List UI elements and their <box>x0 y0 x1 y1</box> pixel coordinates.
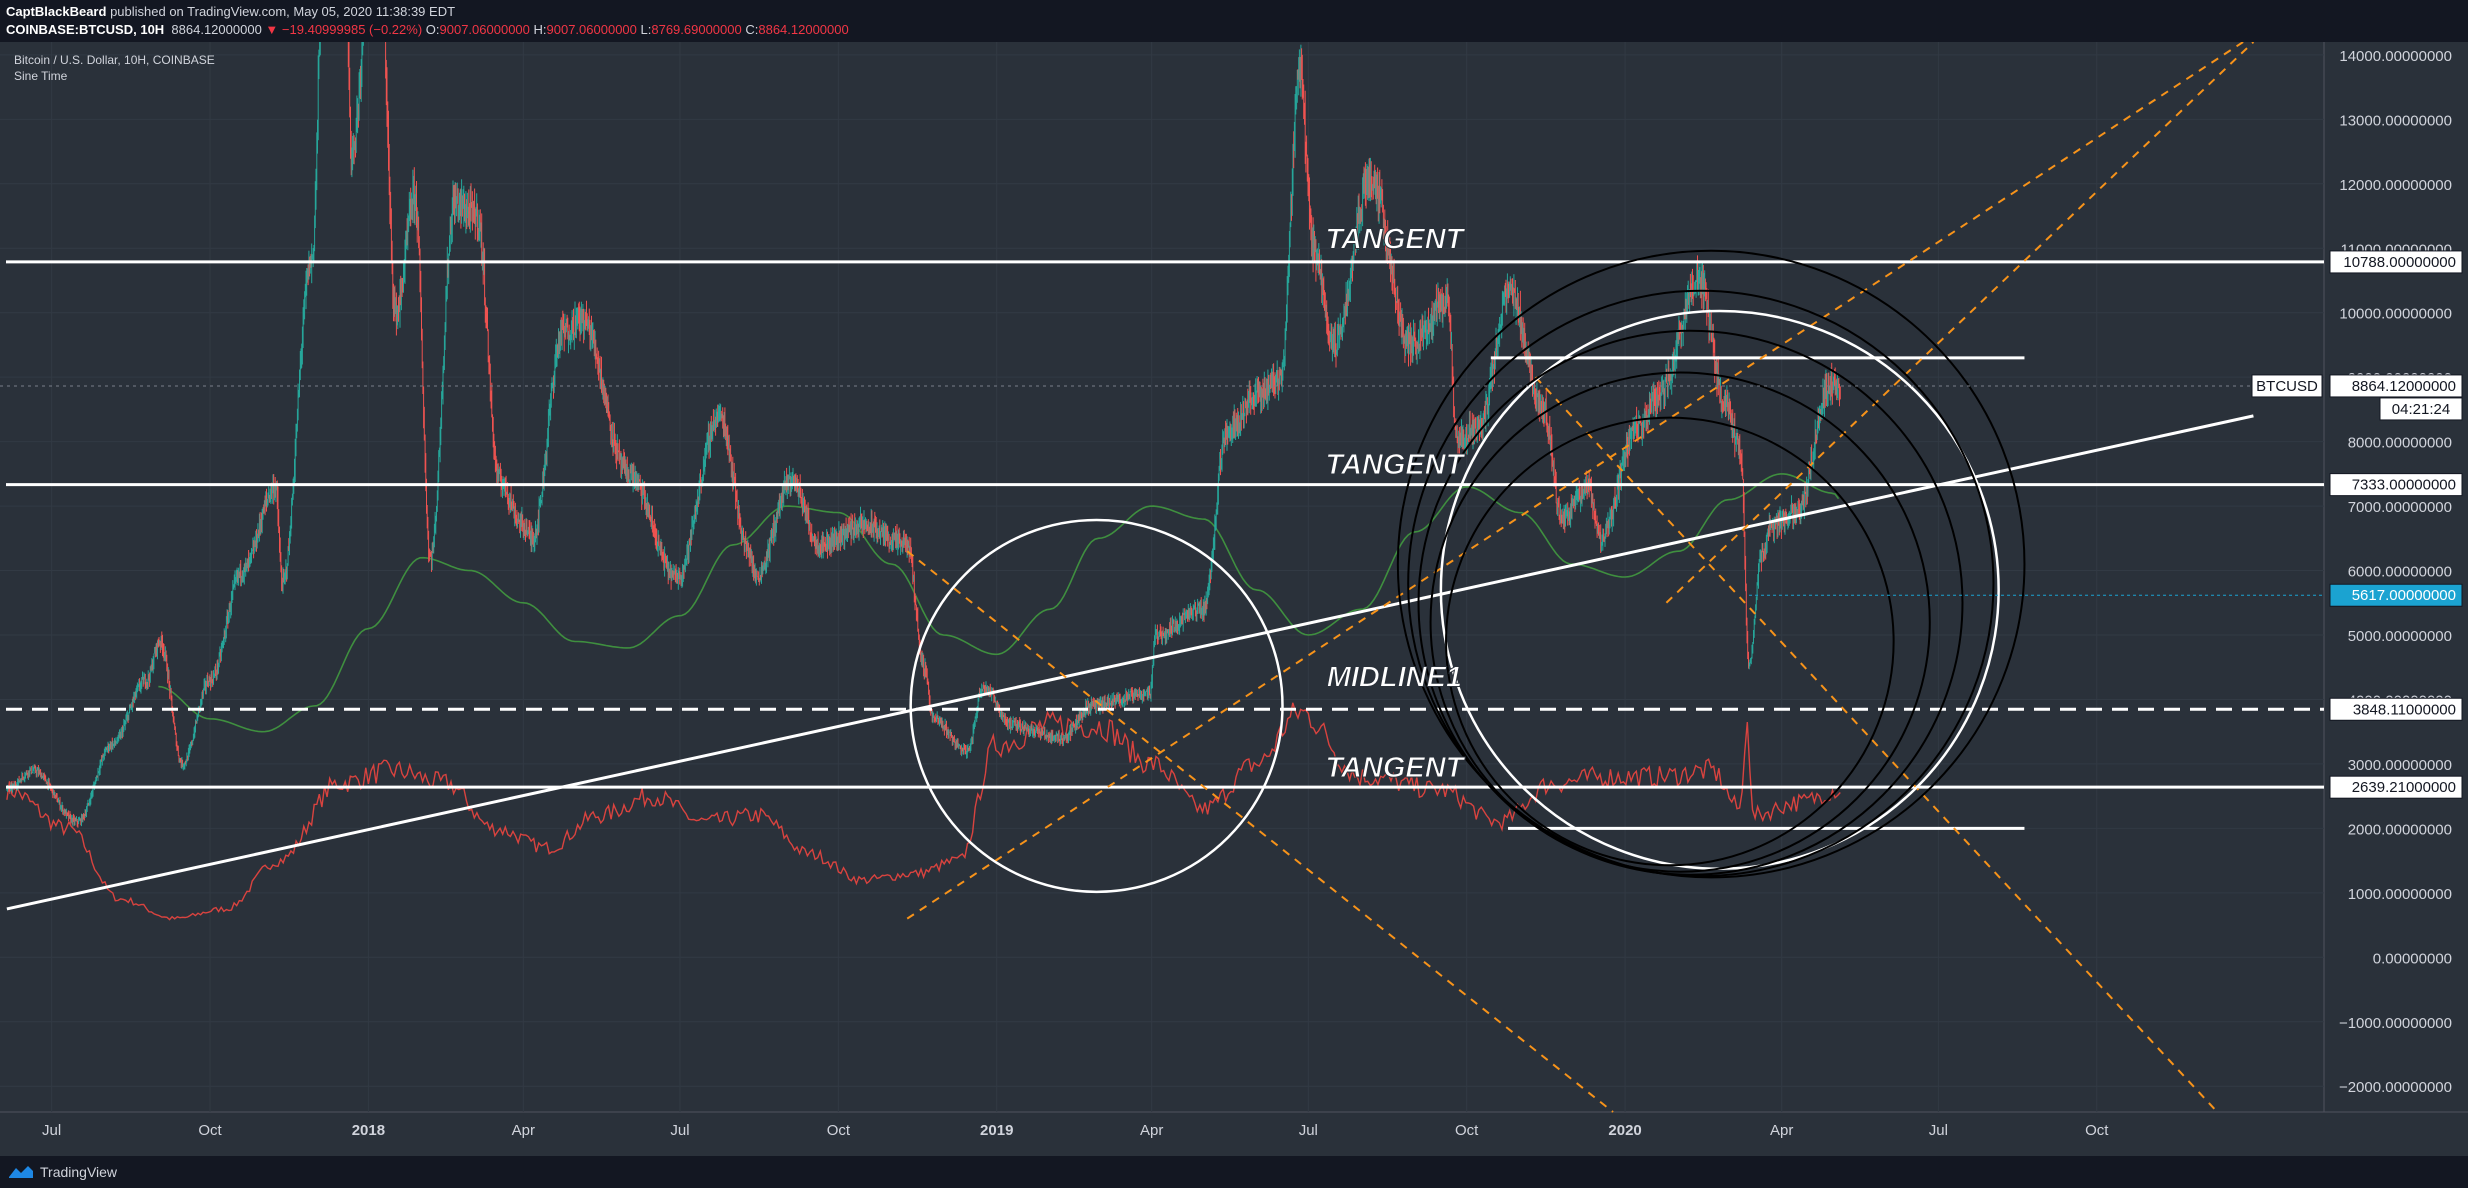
price-tick-label: 6000.00000000 <box>2348 564 2452 581</box>
price-tick-label: 12000.00000000 <box>2339 177 2452 194</box>
footer-bar: TradingView <box>0 1156 2468 1188</box>
fib-dashed-line <box>1665 42 2255 604</box>
low-value: 8769.69000000 <box>651 22 742 37</box>
level-price-tag-box <box>2329 775 2463 799</box>
last-price-tag-box <box>2329 374 2463 398</box>
time-tick-label: 2020 <box>1608 1122 1641 1139</box>
price-chart[interactable]: TANGENT TANGENT MIDLINE1 TANGENT 14000.0000… <box>0 42 2468 1156</box>
marked-price-tag-box <box>2329 583 2463 607</box>
publish-info: published on TradingView.com, May 05, 20… <box>110 4 456 19</box>
price-tick-label: 0.00000000 <box>2373 950 2452 967</box>
time-tick-label: Jul <box>1299 1122 1318 1139</box>
price-tick-label: 5000.00000000 <box>2348 628 2452 645</box>
chart-background <box>0 42 2468 1156</box>
time-tick-label: Oct <box>1455 1122 1479 1139</box>
time-tick-label: Apr <box>512 1122 535 1139</box>
level-price-tag-box <box>2329 473 2463 497</box>
price-tick-label: 10000.00000000 <box>2339 306 2452 323</box>
time-tick-label: 2019 <box>980 1122 1013 1139</box>
level-price-tag-box <box>2329 250 2463 274</box>
annotation-label: TANGENT <box>1325 752 1465 784</box>
tradingview-logo-icon <box>9 1166 33 1178</box>
black-circle <box>1445 416 1895 867</box>
trend-line <box>6 414 2254 911</box>
black-circle <box>1417 329 1964 876</box>
time-tick-label: Jul <box>42 1122 61 1139</box>
white-circle <box>909 518 1284 894</box>
annotation-label: TANGENT <box>1325 223 1465 255</box>
price-tick-label: 2000.00000000 <box>2348 821 2452 838</box>
price-tick-label: 14000.00000000 <box>2339 48 2452 65</box>
time-tick-label: Jul <box>670 1122 689 1139</box>
sine-time-series <box>158 473 1840 733</box>
header-bar: CaptBlackBeard published on TradingView.… <box>0 0 2468 42</box>
price-tick-label: 7000.00000000 <box>2348 499 2452 516</box>
high-value: 9007.06000000 <box>546 22 637 37</box>
fib-dashed-line <box>1534 376 2219 1113</box>
annotation-label: TANGENT <box>1325 449 1465 481</box>
time-tick-label: Apr <box>1140 1122 1163 1139</box>
price-tick-label: −2000.00000000 <box>2339 1079 2452 1096</box>
last-value: 8864.12000000 <box>171 22 262 37</box>
time-axis: Jul Oct 2018 Apr Jul Oct 2019 Apr Jul Oct 2020 Apr J… <box>42 1122 2109 1139</box>
time-tick-label: Oct <box>827 1122 851 1139</box>
last-price-tag: 8864.12000000 <box>2352 378 2456 395</box>
symbol-label: COINBASE:BTCUSD, 10H <box>6 22 165 37</box>
ohlc-line: COINBASE:BTCUSD, 10H 8864.12000000 ▼ −19… <box>6 22 849 37</box>
price-tick-label: 1000.00000000 <box>2348 886 2452 903</box>
time-tick-label: Jul <box>1929 1122 1948 1139</box>
annotation-label: MIDLINE1 <box>1327 662 1462 694</box>
time-tick-label: Apr <box>1770 1122 1793 1139</box>
level-price-tag: 10788.00000000 <box>2343 254 2456 271</box>
tradingview-brand[interactable]: TradingView <box>8 1164 117 1180</box>
publisher-line: CaptBlackBeard published on TradingView.… <box>6 4 455 19</box>
legend-indicator[interactable]: Sine Time <box>14 69 68 83</box>
fib-dashed-line <box>906 550 1614 1113</box>
black-circle <box>1407 289 1995 878</box>
tradingview-label: TradingView <box>40 1164 118 1180</box>
black-circle <box>1396 249 2026 879</box>
level-price-tag-box <box>2329 697 2463 721</box>
change-arrow-icon: ▼ <box>265 22 279 37</box>
time-tick-label: Oct <box>198 1122 222 1139</box>
marked-price-tag: 5617.00000000 <box>2352 587 2456 604</box>
drawings[interactable]: TANGENT TANGENT MIDLINE1 TANGENT <box>0 42 2324 1113</box>
change-value: −19.40999985 (−0.22%) <box>281 22 423 37</box>
symbol-tag-box <box>2251 374 2323 398</box>
open-label: O: <box>425 22 440 37</box>
level-price-tag: 7333.00000000 <box>2352 477 2456 494</box>
close-label: C: <box>745 22 759 37</box>
symbol-tag: BTCUSD <box>2256 378 2318 395</box>
level-price-tag: 2639.21000000 <box>2352 779 2456 796</box>
price-tick-label: −1000.00000000 <box>2339 1015 2452 1032</box>
fib-dashed-line <box>906 42 2244 920</box>
open-value: 9007.06000000 <box>439 22 530 37</box>
legend-title: Bitcoin / U.S. Dollar, 10H, COINBASE <box>14 53 215 67</box>
grid <box>0 42 2324 1112</box>
time-tick-label: Oct <box>2085 1122 2109 1139</box>
close-value: 8864.12000000 <box>758 22 849 37</box>
black-circle <box>1429 371 1931 873</box>
high-label: H: <box>533 22 547 37</box>
publisher-name[interactable]: CaptBlackBeard <box>6 4 107 19</box>
price-axis: 14000.00000000 13000.00000000 12000.000000… <box>2251 48 2463 1096</box>
candles <box>6 42 1841 828</box>
countdown-tag: 04:21:24 <box>2392 401 2450 418</box>
price-tick-label: 8000.00000000 <box>2348 435 2452 452</box>
sine-time-line <box>158 473 1840 733</box>
price-tick-label: 3000.00000000 <box>2348 757 2452 774</box>
time-tick-label: 2018 <box>352 1122 385 1139</box>
price-tick-label: 13000.00000000 <box>2339 112 2452 129</box>
level-price-tag: 3848.11000000 <box>2353 701 2456 718</box>
low-label: L: <box>640 22 652 37</box>
countdown-tag-box <box>2379 397 2463 421</box>
